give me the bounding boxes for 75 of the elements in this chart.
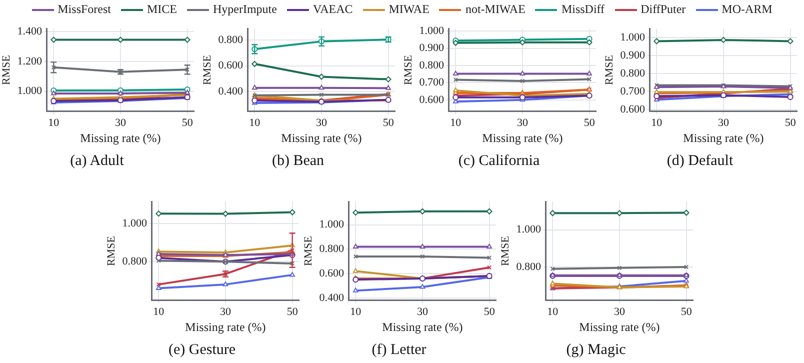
y-tick-label: 1.400 — [17, 25, 42, 38]
y-tick-label: 0.800 — [419, 59, 444, 72]
y-tick-label: 0.600 — [620, 103, 646, 116]
y-axis-title: RMSE — [499, 236, 512, 266]
x-tick-label: 10 — [547, 306, 559, 318]
legend-label: VAEAC — [312, 2, 353, 17]
text: (c) California — [458, 152, 540, 169]
y-tick-label: 0.700 — [620, 85, 646, 98]
x-tick-label: 10 — [249, 116, 261, 129]
legend-label: MissForest — [58, 2, 111, 17]
text: (f) Letter — [372, 342, 426, 358]
x-axis-title: Missing rate (%) — [281, 130, 362, 145]
legend-label: not-MIWAE — [465, 2, 526, 17]
x-axis-title: Missing rate (%) — [185, 320, 266, 334]
y-tick-label: 1.000 — [17, 85, 42, 98]
x-tick-label: 10 — [350, 306, 362, 318]
x-tick-label: 30 — [114, 116, 126, 129]
y-tick-label: 0.400 — [319, 292, 344, 304]
y-tick-label: 1.000 — [516, 224, 542, 236]
legend-label: MissDiff — [561, 2, 605, 17]
y-tick-label: 0.900 — [419, 42, 444, 54]
x-tick-label: 50 — [484, 306, 496, 318]
y-tick-label: 1.000 — [620, 31, 646, 44]
x-tick-label: 30 — [516, 116, 528, 129]
legend-label: DiffPuter — [640, 2, 686, 17]
y-axis-title: RMSE — [0, 54, 12, 85]
legend-label: MICE — [146, 2, 177, 17]
y-tick-label: 0.900 — [620, 49, 646, 62]
x-tick-label: 10 — [450, 116, 462, 129]
x-tick-label: 10 — [48, 116, 60, 129]
x-tick-label: 50 — [182, 116, 194, 129]
y-axis-title: RMSE — [402, 54, 414, 85]
x-tick-label: 30 — [416, 306, 428, 318]
y-axis-title: RMSE — [302, 236, 314, 266]
y-tick-label: 0.800 — [122, 256, 148, 268]
x-axis-title: Missing rate (%) — [482, 130, 563, 145]
y-tick-label: 0.400 — [218, 85, 244, 98]
text: (g) Magic — [566, 342, 626, 358]
x-tick-label: 30 — [614, 306, 626, 318]
y-axis-title: RMSE — [105, 236, 118, 266]
x-tick-label: 50 — [584, 116, 596, 129]
x-tick-label: 50 — [286, 306, 298, 318]
y-tick-label: 0.700 — [419, 76, 444, 89]
y-tick-label: 0.600 — [319, 267, 344, 280]
x-axis-title: Missing rate (%) — [382, 320, 463, 334]
legend-label: MO-ARM — [722, 2, 772, 17]
y-tick-label: 1.000 — [122, 218, 148, 230]
x-tick-label: 10 — [651, 116, 663, 129]
y-tick-label: 1.000 — [419, 25, 444, 38]
y-tick-label: 0.800 — [620, 67, 646, 80]
legend-label: HyperImpute — [212, 2, 277, 17]
x-tick-label: 30 — [718, 116, 730, 129]
text: (a) Adult — [70, 152, 125, 169]
legend-label: MIWAE — [388, 2, 430, 17]
x-axis-title: Missing rate (%) — [80, 130, 161, 145]
x-tick-label: 50 — [784, 116, 796, 129]
x-tick-label: 10 — [153, 306, 165, 318]
y-tick-label: 1.200 — [17, 55, 42, 68]
x-tick-label: 50 — [680, 306, 692, 318]
x-axis-title: Missing rate (%) — [579, 320, 660, 334]
x-tick-label: 30 — [316, 116, 328, 129]
y-tick-label: 1.000 — [319, 218, 344, 231]
text: (e) Gesture — [168, 342, 236, 358]
y-tick-label: 0.800 — [516, 260, 542, 273]
y-tick-label: 0.600 — [419, 94, 444, 106]
y-axis-title: RMSE — [201, 54, 214, 85]
x-axis-title: Missing rate (%) — [683, 130, 764, 145]
text: (b) Bean — [272, 152, 325, 169]
y-tick-label: 0.800 — [319, 243, 344, 256]
x-tick-label: 30 — [220, 306, 232, 318]
y-tick-label: 0.600 — [218, 60, 244, 72]
y-tick-label: 0.800 — [218, 34, 244, 46]
y-axis-title: RMSE — [603, 54, 616, 85]
text: (d) Default — [666, 152, 734, 169]
x-tick-label: 50 — [382, 116, 394, 129]
